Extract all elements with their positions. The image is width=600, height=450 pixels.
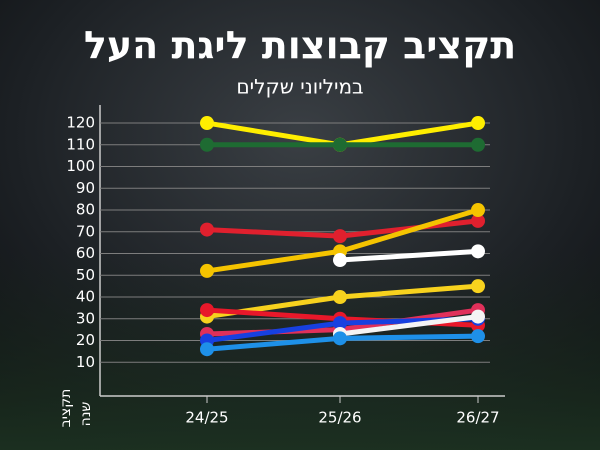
data-point	[471, 213, 485, 228]
x-axis-label: שנה	[78, 402, 94, 427]
y-tick-label: 40	[76, 288, 95, 306]
data-point	[200, 303, 214, 318]
data-point	[471, 279, 485, 294]
y-tick-label: 90	[76, 179, 95, 197]
data-point	[333, 316, 347, 331]
data-point	[333, 253, 347, 268]
y-tick-label: 50	[76, 266, 95, 284]
y-tick-label: 100	[66, 157, 95, 175]
x-tick-label: 25/26	[318, 409, 361, 427]
y-tick-label: 110	[66, 135, 95, 153]
y-tick-label: 20	[76, 331, 95, 349]
data-point	[471, 137, 485, 152]
y-tick-label: 70	[76, 222, 95, 240]
data-point	[471, 309, 485, 324]
data-point	[471, 329, 485, 344]
chart-subtitle: במיליוני שקלים	[236, 75, 363, 99]
data-point	[200, 222, 214, 237]
y-tick-label: 80	[76, 201, 95, 219]
series-line	[339, 248, 479, 263]
y-axis-label: תקציב	[58, 389, 74, 428]
data-point	[333, 229, 347, 244]
data-point	[333, 331, 347, 346]
data-point	[200, 116, 214, 131]
data-point	[200, 263, 214, 278]
chart-title: תקציב קבוצות ליגת העל	[84, 24, 516, 68]
y-tick-label: 30	[76, 309, 95, 327]
data-point	[200, 137, 214, 152]
y-tick-label: 10	[76, 353, 95, 371]
x-tick-label: 24/25	[185, 409, 228, 427]
data-point	[471, 116, 485, 131]
data-point	[333, 137, 347, 152]
y-tick-label: 120	[66, 114, 95, 132]
data-point	[471, 203, 485, 218]
data-point	[200, 342, 214, 357]
data-point	[471, 244, 485, 259]
y-tick-label: 60	[76, 244, 95, 262]
series-line	[339, 314, 479, 337]
x-tick-label: 26/27	[456, 409, 499, 427]
data-point	[333, 290, 347, 305]
